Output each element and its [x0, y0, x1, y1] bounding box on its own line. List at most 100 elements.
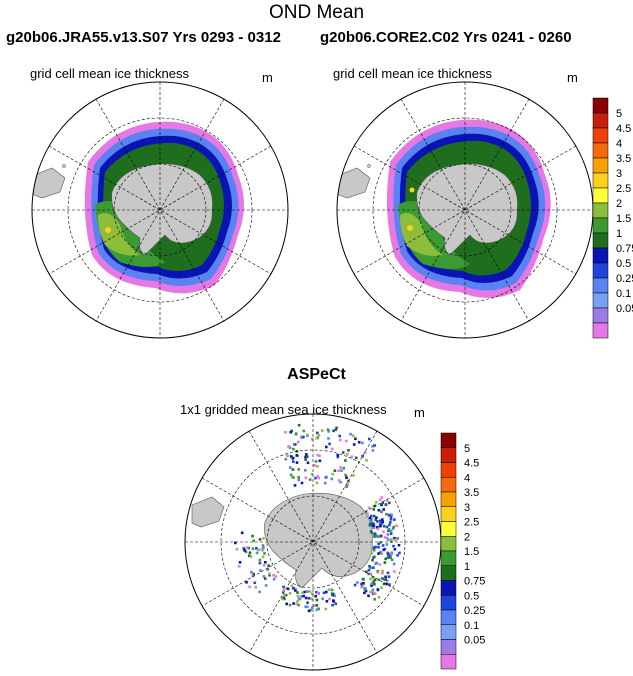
observation-point: [377, 596, 381, 599]
observation-point: [372, 566, 375, 569]
observation-point: [382, 582, 386, 586]
colorbar-label: 3: [616, 168, 622, 180]
observation-point: [304, 476, 308, 480]
observation-point: [367, 594, 370, 598]
observation-point: [382, 508, 385, 511]
observation-point: [272, 574, 275, 577]
observation-point: [287, 445, 290, 448]
observation-point: [371, 558, 374, 562]
observation-point: [380, 496, 384, 499]
observation-point: [292, 602, 295, 605]
observation-point: [316, 431, 319, 435]
observation-point: [325, 600, 329, 603]
observation-point: [291, 468, 295, 471]
colorbar-label: 4.5: [616, 123, 631, 135]
observation-point: [282, 594, 286, 597]
observation-point: [334, 602, 337, 606]
colorbar-label: 0.5: [464, 590, 479, 602]
observation-point: [334, 428, 337, 432]
observation-point: [375, 516, 378, 519]
run-title-left: g20b06.JRA55.v13.S07 Yrs 0293 - 0312: [6, 29, 281, 46]
observation-point: [246, 546, 249, 549]
observation-point: [238, 561, 242, 564]
observation-point: [385, 512, 388, 516]
observation-point: [388, 523, 391, 527]
observation-point: [292, 587, 295, 590]
observation-point: [335, 426, 338, 430]
observation-point: [262, 546, 265, 549]
observation-point: [318, 454, 321, 458]
observation-point: [386, 538, 390, 541]
colorbar-label: 4: [464, 472, 470, 484]
observation-point: [297, 476, 300, 479]
observation-point: [341, 451, 345, 454]
observation-point: [381, 520, 384, 524]
observation-point: [376, 520, 379, 523]
observation-point: [389, 532, 393, 535]
observation-point: [373, 444, 376, 447]
colorbar-swatch: [440, 491, 457, 507]
map-panel-bottom: [184, 413, 442, 671]
colorbar-swatch: [440, 639, 457, 655]
observation-point: [389, 521, 392, 524]
observation-point: [303, 590, 306, 594]
observation-point: [369, 572, 373, 576]
observation-point: [321, 597, 324, 601]
observation-point: [378, 498, 382, 502]
observation-point: [294, 432, 298, 435]
colorbar-label: 0.05: [616, 303, 633, 315]
observation-point: [393, 518, 396, 521]
observation-point: [301, 591, 304, 594]
observation-point: [396, 537, 399, 540]
observation-point: [344, 473, 347, 477]
observation-point: [254, 585, 258, 589]
run-title-right: g20b06.CORE2.C02 Yrs 0241 - 0260: [320, 29, 572, 46]
observation-point: [346, 483, 349, 486]
colorbar-label: 2.5: [464, 517, 479, 529]
observation-point: [313, 464, 316, 467]
observation-point: [252, 539, 255, 542]
observation-point: [306, 590, 309, 593]
observation-point: [307, 609, 311, 613]
observation-point: [350, 455, 354, 458]
observation-point: [381, 577, 384, 580]
observation-point: [388, 501, 391, 505]
colorbar-swatch: [440, 565, 457, 581]
observation-point: [361, 455, 364, 458]
colorbar-label: 4: [616, 138, 622, 150]
colorbar-swatch: [440, 447, 457, 463]
observation-point: [285, 602, 288, 606]
observation-point: [385, 543, 389, 546]
south-america-right: [337, 167, 371, 199]
colorbar-label: 1: [464, 561, 470, 573]
observation-point: [390, 551, 394, 555]
observation-point: [371, 449, 375, 452]
observation-point: [258, 538, 262, 541]
observation-point: [315, 481, 319, 485]
observation-point: [368, 516, 372, 520]
colorbar-label: 1: [616, 228, 622, 240]
observation-point: [345, 439, 348, 443]
observation-point: [389, 515, 393, 519]
colorbar-swatch: [440, 536, 457, 552]
observation-point: [361, 441, 364, 445]
observation-point: [292, 447, 295, 451]
observation-point: [386, 533, 390, 536]
observation-point: [375, 526, 379, 529]
observation-point: [372, 556, 375, 559]
observation-point: [302, 594, 305, 598]
observation-point: [306, 461, 310, 465]
observation-point: [373, 583, 376, 586]
observation-point: [325, 445, 328, 449]
observation-point: [305, 453, 308, 456]
observation-point: [388, 583, 391, 586]
observation-point: [302, 429, 306, 433]
observation-point: [397, 543, 401, 547]
observation-point: [360, 586, 363, 589]
observation-point: [385, 582, 389, 586]
observation-point: [255, 547, 258, 550]
colorbar-label: 3.5: [464, 487, 479, 499]
observation-point: [330, 477, 334, 481]
observation-point: [262, 575, 266, 578]
observation-point: [381, 569, 384, 573]
